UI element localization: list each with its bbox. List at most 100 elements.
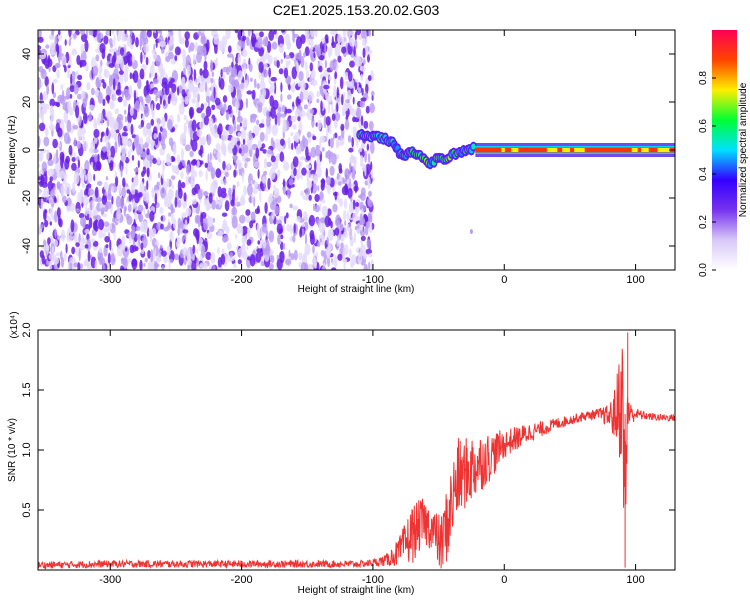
speckle [180, 171, 184, 179]
speckle [287, 94, 292, 100]
speckle [320, 179, 326, 184]
speckle [359, 147, 363, 153]
speckle [314, 194, 320, 202]
speckle [277, 169, 281, 178]
speckle [102, 213, 108, 218]
speckle [334, 71, 338, 80]
speckle [180, 132, 187, 145]
speckle [71, 162, 77, 171]
speckle [261, 223, 268, 234]
carrier-highlight [546, 148, 558, 152]
speckle [226, 66, 230, 75]
speckle [308, 100, 311, 108]
speckle [171, 175, 176, 180]
speckle [91, 238, 95, 243]
speckle [299, 110, 306, 117]
speckle [317, 241, 321, 248]
speckle [201, 112, 206, 119]
speckle [344, 119, 350, 131]
speckle [98, 65, 103, 74]
speckle [218, 230, 223, 237]
speckle [275, 138, 279, 143]
speckle [43, 136, 50, 147]
speckle [302, 253, 306, 265]
speckle [113, 95, 117, 102]
speckle [287, 187, 291, 199]
speckle [221, 248, 225, 256]
speckle [79, 244, 86, 251]
speckle [38, 66, 44, 73]
speckle [319, 217, 327, 224]
speckle [355, 30, 362, 36]
speckle [267, 177, 271, 190]
speckle [296, 215, 301, 223]
speckle [84, 237, 87, 245]
speckle [282, 222, 286, 234]
speckle [152, 52, 158, 60]
speckle [62, 195, 67, 203]
speckle [246, 244, 249, 251]
speckle [66, 87, 71, 100]
snr-plot: -300 -200 -100 0 100 0.5 1.0 1.5 2.0 Height of s… [7, 311, 676, 596]
speckle [174, 46, 181, 56]
speckle [333, 84, 337, 94]
speckle [332, 133, 335, 140]
speckle [251, 114, 258, 119]
speckle [235, 233, 238, 240]
speckle [285, 108, 292, 114]
speckle [245, 97, 249, 109]
speckle [210, 77, 214, 84]
speckle [54, 239, 58, 247]
snr-x-tick-label: -100 [362, 574, 384, 586]
speckle [116, 120, 123, 131]
speckle [125, 213, 130, 220]
speckle [55, 162, 61, 174]
speckle [288, 249, 291, 258]
speckle [67, 100, 72, 112]
speckle [259, 123, 265, 128]
speckle [264, 51, 270, 60]
speckle [186, 90, 188, 95]
speckle [210, 59, 213, 73]
speckle [231, 81, 238, 87]
carrier-highlight [631, 148, 638, 152]
speckle [97, 160, 101, 172]
speckle [276, 223, 283, 235]
snr-series-line [38, 332, 675, 570]
speckle [245, 209, 251, 216]
speckle [268, 263, 274, 270]
speckle [227, 53, 234, 58]
speckle [225, 30, 231, 40]
speckle [191, 98, 197, 104]
speckle [230, 199, 235, 207]
speckle [243, 144, 249, 154]
speckle [332, 203, 338, 213]
speckle [301, 167, 307, 176]
speckle [338, 163, 343, 172]
speckle [145, 204, 149, 210]
speckle [84, 205, 88, 217]
speckle [277, 234, 281, 245]
speckle [201, 245, 206, 258]
speckle [87, 188, 94, 196]
speckle [316, 157, 321, 170]
speckle [227, 83, 234, 93]
speckle [143, 158, 149, 168]
speckle [365, 105, 370, 114]
speckle [266, 161, 272, 168]
speckle [257, 139, 262, 149]
speckle [288, 83, 291, 91]
speckle [210, 167, 216, 180]
speckle [139, 259, 143, 270]
speckle [48, 124, 56, 131]
speckle [139, 181, 145, 195]
speckle [38, 44, 42, 51]
speckle [239, 122, 242, 127]
speckle [177, 86, 180, 96]
speckle [200, 35, 207, 45]
speckle [118, 184, 122, 194]
speckle [38, 190, 42, 196]
speckle [191, 260, 197, 270]
spectrogram-y-label: Frequency (Hz) [7, 116, 18, 185]
